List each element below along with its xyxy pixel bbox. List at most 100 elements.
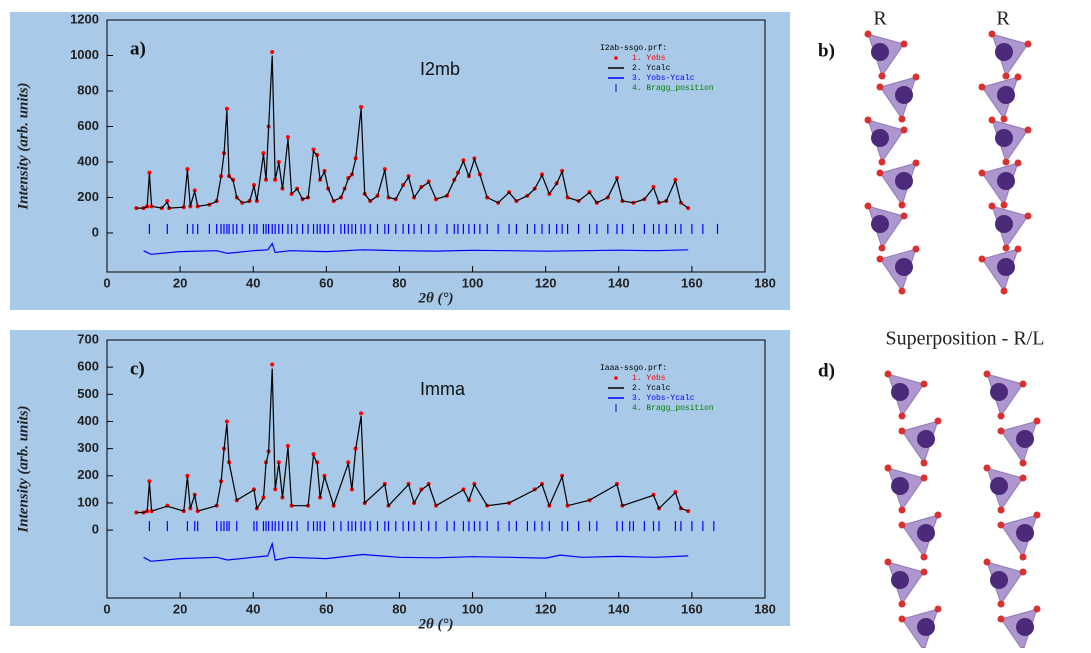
metal-atom <box>1016 618 1034 636</box>
oxygen-atom <box>885 465 892 472</box>
oxygen-atom <box>899 413 906 420</box>
oxygen-atom <box>921 381 928 388</box>
metal-atom <box>995 129 1013 147</box>
oxygen-atom <box>899 428 906 435</box>
legend-label: 2. Ycalc <box>632 384 671 393</box>
oxygen-atom <box>901 127 908 134</box>
metal-atom <box>997 172 1015 190</box>
x-tick-label: 80 <box>392 275 406 290</box>
oxygen-atom <box>901 41 908 48</box>
oxygen-atom <box>935 512 942 519</box>
oxygen-atom <box>921 554 928 561</box>
panel-label: c) <box>130 358 145 379</box>
oxygen-atom <box>1025 41 1032 48</box>
oxygen-atom <box>877 84 884 91</box>
x-tick-label: 180 <box>754 275 776 290</box>
x-tick-label: 140 <box>608 601 630 616</box>
x-tick-label: 160 <box>681 601 703 616</box>
structure-label: R <box>873 8 887 30</box>
oxygen-atom <box>879 73 886 80</box>
metal-atom <box>871 215 889 233</box>
x-axis-label: 2θ (°) <box>417 290 453 306</box>
x-tick-label: 60 <box>319 601 333 616</box>
obs-point <box>225 419 229 423</box>
obs-point <box>286 135 290 139</box>
legend-symbol <box>614 56 618 60</box>
panel-background <box>10 12 790 310</box>
oxygen-atom <box>885 559 892 566</box>
metal-atom <box>871 43 889 61</box>
legend-title: I2ab-ssgo.prf: <box>600 44 667 53</box>
oxygen-atom <box>1034 418 1041 425</box>
y-tick-label: 700 <box>77 331 99 346</box>
oxygen-atom <box>885 371 892 378</box>
y-tick-label: 1200 <box>70 11 99 26</box>
metal-atom <box>1016 524 1034 542</box>
y-tick-label: 600 <box>77 118 99 133</box>
legend-label: 2. Ycalc <box>632 64 671 73</box>
y-tick-label: 200 <box>77 467 99 482</box>
oxygen-atom <box>921 460 928 467</box>
oxygen-atom <box>1001 202 1008 209</box>
x-tick-label: 20 <box>173 275 187 290</box>
chart-title: Imma <box>420 379 466 399</box>
oxygen-atom <box>935 606 942 613</box>
oxygen-atom <box>998 616 1005 623</box>
oxygen-atom <box>877 170 884 177</box>
metal-atom <box>895 258 913 276</box>
panel-label: b) <box>818 40 835 61</box>
oxygen-atom <box>998 507 1005 514</box>
oxygen-atom <box>984 465 991 472</box>
obs-point <box>225 107 229 111</box>
metal-atom <box>997 86 1015 104</box>
metal-atom <box>995 215 1013 233</box>
oxygen-atom <box>865 31 872 38</box>
figure: b) R R d) Superposition - R/L 0204060801… <box>0 0 1091 648</box>
y-axis-label: Intensity (arb. units) <box>15 82 31 210</box>
oxygen-atom <box>979 84 986 91</box>
oxygen-atom <box>899 522 906 529</box>
y-tick-label: 0 <box>92 522 99 537</box>
oxygen-atom <box>935 418 942 425</box>
oxygen-atom <box>921 569 928 576</box>
legend-label: 1. Yobs <box>632 374 666 383</box>
oxygen-atom <box>1001 116 1008 123</box>
oxygen-atom <box>913 246 920 253</box>
oxygen-atom <box>865 203 872 210</box>
x-axis-label: 2θ (°) <box>417 616 453 632</box>
y-tick-label: 1000 <box>70 47 99 62</box>
metal-atom <box>917 618 935 636</box>
oxygen-atom <box>989 31 996 38</box>
metal-atom <box>990 571 1008 589</box>
oxygen-atom <box>1034 606 1041 613</box>
x-tick-label: 40 <box>246 601 260 616</box>
oxygen-atom <box>879 245 886 252</box>
x-tick-label: 0 <box>103 275 110 290</box>
oxygen-atom <box>899 116 906 123</box>
y-tick-label: 300 <box>77 440 99 455</box>
oxygen-atom <box>984 371 991 378</box>
panel-label: a) <box>130 38 146 59</box>
x-tick-label: 160 <box>681 275 703 290</box>
legend-label: 3. Yobs-Ycalc <box>632 394 695 403</box>
oxygen-atom <box>998 601 1005 608</box>
metal-atom <box>917 524 935 542</box>
obs-point <box>359 105 363 109</box>
oxygen-atom <box>979 170 986 177</box>
x-tick-label: 80 <box>392 601 406 616</box>
panel-label: d) <box>818 360 835 381</box>
oxygen-atom <box>1003 159 1010 166</box>
x-tick-label: 140 <box>608 275 630 290</box>
y-axis-label: Intensity (arb. units) <box>15 405 31 533</box>
y-tick-label: 100 <box>77 494 99 509</box>
x-tick-label: 100 <box>462 275 484 290</box>
structure-title: Superposition - R/L <box>886 328 1045 350</box>
metal-atom <box>917 430 935 448</box>
oxygen-atom <box>1003 73 1010 80</box>
oxygen-atom <box>998 522 1005 529</box>
x-tick-label: 120 <box>535 275 557 290</box>
y-tick-label: 400 <box>77 153 99 168</box>
oxygen-atom <box>1020 554 1027 561</box>
oxygen-atom <box>899 507 906 514</box>
metal-atom <box>895 86 913 104</box>
